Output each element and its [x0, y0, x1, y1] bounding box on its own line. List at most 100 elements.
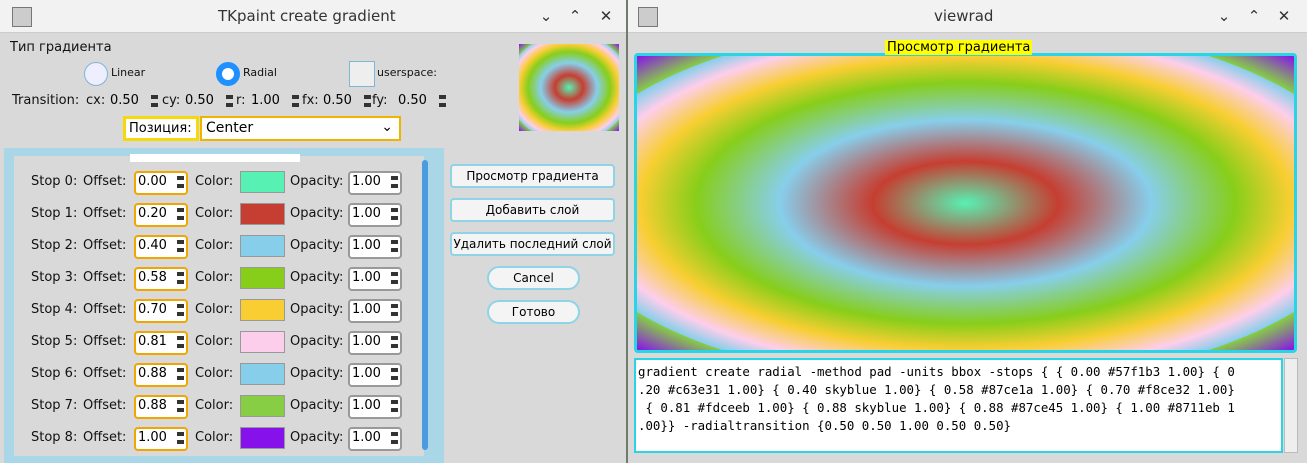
color-swatch[interactable]: [240, 171, 285, 193]
code-line: .00}} -radialtransition {0.50 0.50 1.00 …: [638, 418, 1011, 433]
preview-label: Просмотр градиента: [885, 40, 1033, 55]
minimize[interactable]: ⌄: [1217, 7, 1231, 25]
color-swatch[interactable]: [240, 203, 285, 225]
spinbox[interactable]: 0.50: [108, 92, 160, 112]
opacity-spinbox[interactable]: 1.00: [348, 427, 402, 451]
offset-label: Offset:: [83, 366, 127, 381]
button[interactable]: Cancel: [487, 266, 580, 290]
radio-linear[interactable]: [84, 62, 108, 86]
spinbox[interactable]: 0.50: [396, 92, 448, 112]
offset-spinbox[interactable]: 0.70: [134, 299, 188, 323]
field-label: r:: [236, 93, 246, 108]
opacity-spinbox[interactable]: 1.00: [348, 395, 402, 419]
app-icon: [12, 7, 32, 27]
checkbox-label: userspace:: [377, 66, 437, 79]
close[interactable]: ✕: [599, 7, 613, 25]
color-swatch[interactable]: [240, 267, 285, 289]
button[interactable]: Удалить последний слой: [450, 232, 615, 256]
opacity-label: Opacity:: [290, 174, 344, 189]
scrollbar[interactable]: [422, 160, 428, 450]
color-label: Color:: [195, 398, 234, 413]
maximize[interactable]: ⌃: [1247, 7, 1261, 25]
opacity-label: Opacity:: [290, 398, 344, 413]
offset-label: Offset:: [83, 238, 127, 253]
stop-label: Stop 3:: [31, 270, 78, 285]
opacity-spinbox[interactable]: 1.00: [348, 299, 402, 323]
opacity-spinbox[interactable]: 1.00: [348, 235, 402, 259]
title-bar: TKpaint create gradient ⌄ ⌃ ✕: [0, 0, 626, 33]
color-label: Color:: [195, 366, 234, 381]
offset-label: Offset:: [83, 430, 127, 445]
offset-spinbox[interactable]: 1.00: [134, 427, 188, 451]
opacity-spinbox[interactable]: 1.00: [348, 203, 402, 227]
position-combobox[interactable]: Center ⌄: [200, 116, 401, 141]
offset-label: Offset:: [83, 206, 127, 221]
opacity-label: Opacity:: [290, 302, 344, 317]
code-scrollbar[interactable]: [1284, 358, 1298, 453]
right-window: viewrad ⌄ ⌃ ✕ Просмотр градиента gradien…: [628, 0, 1307, 463]
color-label: Color:: [195, 334, 234, 349]
checkbox-userspace[interactable]: [349, 61, 375, 87]
opacity-label: Opacity:: [290, 334, 344, 349]
code-text[interactable]: gradient create radial -method pad -unit…: [634, 358, 1283, 453]
button[interactable]: Готово: [487, 300, 580, 324]
left-window: TKpaint create gradient ⌄ ⌃ ✕ Тип градие…: [0, 0, 626, 463]
offset-spinbox[interactable]: 0.88: [134, 395, 188, 419]
stop-label: Stop 0:: [31, 174, 78, 189]
window-title: TKpaint create gradient: [218, 7, 396, 25]
spinbox[interactable]: 1.00: [249, 92, 301, 112]
offset-label: Offset:: [83, 398, 127, 413]
offset-spinbox[interactable]: 0.88: [134, 363, 188, 387]
app-icon: [638, 7, 658, 27]
transition-label: Transition:: [12, 93, 80, 108]
minimize[interactable]: ⌄: [539, 7, 553, 25]
opacity-spinbox[interactable]: 1.00: [348, 331, 402, 355]
field-label: cx:: [86, 93, 106, 108]
opacity-spinbox[interactable]: 1.00: [348, 267, 402, 291]
offset-label: Offset:: [83, 174, 127, 189]
stop-label: Stop 6:: [31, 366, 78, 381]
radio-radial[interactable]: [216, 62, 240, 86]
opacity-label: Opacity:: [290, 366, 344, 381]
color-swatch[interactable]: [240, 363, 285, 385]
offset-spinbox[interactable]: 0.00: [134, 171, 188, 195]
color-label: Color:: [195, 238, 234, 253]
gradient-thumbnail: [519, 44, 619, 131]
color-swatch[interactable]: [240, 427, 285, 449]
field-label: fx:: [302, 93, 319, 108]
spinbox[interactable]: 0.50: [321, 92, 373, 112]
color-label: Color:: [195, 206, 234, 221]
color-label: Color:: [195, 174, 234, 189]
color-swatch[interactable]: [240, 299, 285, 321]
offset-spinbox[interactable]: 0.40: [134, 235, 188, 259]
stop-label: Stop 2:: [31, 238, 78, 253]
section-label: Тип градиента: [10, 40, 112, 55]
code-line: gradient create radial -method pad -unit…: [638, 364, 1235, 379]
color-swatch[interactable]: [240, 235, 285, 257]
offset-label: Offset:: [83, 334, 127, 349]
color-swatch[interactable]: [240, 395, 285, 417]
offset-spinbox[interactable]: 0.20: [134, 203, 188, 227]
color-swatch[interactable]: [240, 331, 285, 353]
spinbox[interactable]: 0.50: [183, 92, 235, 112]
color-label: Color:: [195, 270, 234, 285]
stop-label: Stop 8:: [31, 430, 78, 445]
offset-spinbox[interactable]: 0.58: [134, 267, 188, 291]
button[interactable]: Просмотр градиента: [450, 164, 615, 188]
position-label-box: Позиция:: [123, 116, 199, 141]
maximize[interactable]: ⌃: [568, 7, 582, 25]
button[interactable]: Добавить слой: [450, 198, 615, 222]
position-label: Позиция:: [129, 121, 192, 136]
opacity-spinbox[interactable]: 1.00: [348, 363, 402, 387]
stop-label: Stop 5:: [31, 334, 78, 349]
opacity-spinbox[interactable]: 1.00: [348, 171, 402, 195]
code-line: .20 #c63e31 1.00} { 0.40 skyblue 1.00} {…: [638, 382, 1235, 397]
field-label: fy:: [372, 93, 388, 108]
offset-spinbox[interactable]: 0.81: [134, 331, 188, 355]
close[interactable]: ✕: [1277, 7, 1291, 25]
radio-label: Radial: [243, 66, 277, 79]
stop-label: Stop 4:: [31, 302, 78, 317]
opacity-label: Opacity:: [290, 206, 344, 221]
opacity-label: Opacity:: [290, 430, 344, 445]
